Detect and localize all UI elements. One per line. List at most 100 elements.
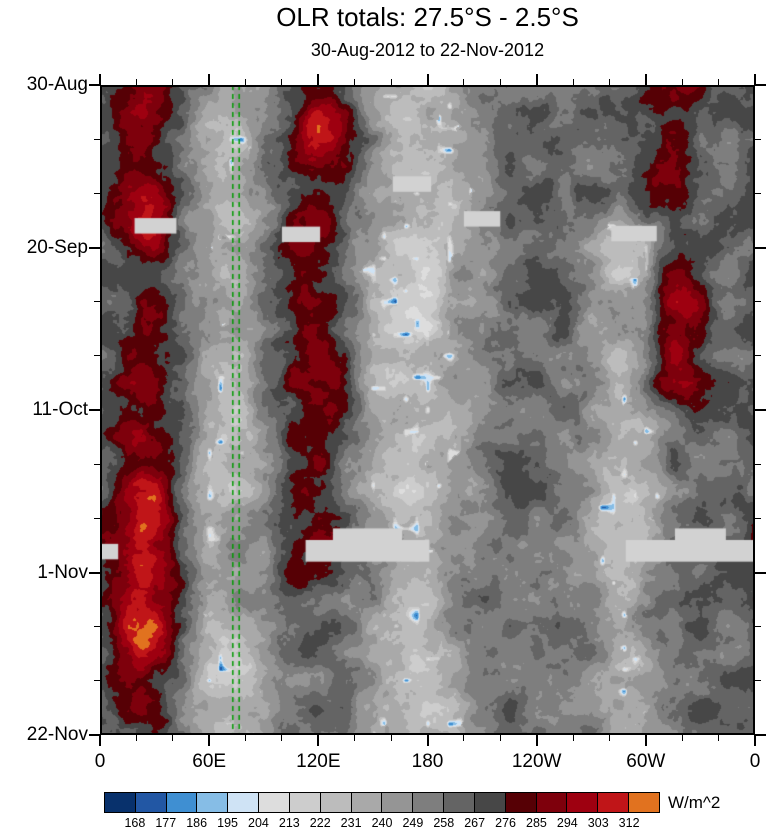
colorbar-tick-label: 213 (278, 816, 300, 830)
x-minor-tick (718, 735, 720, 741)
y-minor-tick (755, 355, 761, 357)
y-major-tick (755, 246, 766, 249)
y-minor-tick (755, 626, 761, 628)
colorbar-tick-label: 204 (248, 816, 269, 830)
x-minor-tick (463, 735, 465, 741)
x-minor-tick (499, 735, 501, 741)
colorbar-labels: 168 177 186 195 204 213 222 231 240 249 258 267 276 2… (104, 816, 660, 831)
x-major-tick (317, 735, 320, 746)
x-minor-tick (499, 79, 501, 85)
y-tick-label: 22-Nov (26, 724, 88, 745)
x-minor-tick (718, 79, 720, 85)
colorbar-cell (598, 793, 630, 812)
y-minor-tick (94, 463, 100, 465)
x-minor-tick (390, 79, 392, 85)
x-major-tick (99, 74, 101, 85)
y-major-tick (89, 571, 100, 574)
chart-subtitle: 30-Aug-2012 to 22-Nov-2012 (310, 40, 545, 60)
colorbar-tick-label: 177 (155, 816, 177, 830)
y-minor-tick (94, 626, 100, 628)
y-tick-label: 20-Sep (26, 236, 88, 258)
colorbar (104, 792, 660, 813)
olr-heatmap-canvas (100, 85, 755, 735)
colorbar-cell (351, 793, 383, 812)
x-tick-label: 0 (94, 751, 106, 772)
y-minor-tick (755, 463, 761, 465)
colorbar-tick-label: 267 (464, 816, 486, 830)
colorbar-cell (197, 793, 229, 812)
x-minor-tick (281, 79, 283, 85)
x-minor-tick (608, 735, 610, 741)
y-major-tick (89, 409, 100, 411)
chart-title: OLR totals: 27.5°S - 2.5°S (276, 2, 579, 32)
y-major-tick (755, 84, 766, 86)
y-major-tick (755, 734, 766, 736)
x-minor-tick (390, 735, 392, 741)
colorbar-tick-label: 258 (433, 816, 455, 830)
y-major-tick (89, 734, 100, 736)
y-minor-tick (755, 192, 761, 194)
x-tick-label: 120E (296, 751, 341, 772)
x-major-tick (754, 74, 756, 85)
colorbar-cell (135, 793, 167, 812)
colorbar-tick-label: 303 (587, 816, 609, 830)
colorbar-cell (536, 793, 568, 812)
x-minor-tick (245, 79, 247, 85)
y-tick-label: 1-Nov (37, 561, 88, 583)
colorbar-cell (289, 793, 321, 812)
y-major-tick (755, 571, 766, 574)
y-minor-tick (94, 680, 100, 682)
colorbar-cell (382, 793, 414, 812)
y-minor-tick (94, 138, 100, 140)
colorbar-cell (228, 793, 260, 812)
x-minor-tick (681, 79, 683, 85)
x-major-tick (208, 735, 211, 746)
colorbar-tick-label: 195 (217, 816, 238, 830)
colorbar-cell (629, 793, 659, 812)
x-major-tick (208, 74, 211, 85)
colorbar-cell (105, 793, 136, 812)
x-tick-label: 60E (192, 751, 227, 772)
x-minor-tick (281, 735, 283, 741)
x-minor-tick (245, 735, 247, 741)
colorbar-cell (413, 793, 445, 812)
y-minor-tick (94, 301, 100, 303)
x-minor-tick (354, 735, 356, 741)
colorbar-cell (444, 793, 475, 812)
y-minor-tick (94, 517, 100, 519)
colorbar-tick-label: 240 (371, 816, 393, 830)
x-major-tick (317, 74, 320, 85)
x-minor-tick (172, 79, 174, 85)
x-major-tick (426, 74, 429, 85)
y-tick-label: 11-Oct (32, 399, 88, 420)
x-major-tick (754, 735, 756, 746)
colorbar-tick-label: 294 (556, 816, 578, 830)
x-minor-tick (608, 79, 610, 85)
y-minor-tick (755, 138, 761, 140)
colorbar-cell (166, 793, 198, 812)
colorbar-cell (505, 793, 537, 812)
x-major-tick (644, 74, 647, 85)
x-major-tick (644, 735, 647, 746)
colorbar-tick-label: 222 (309, 816, 331, 830)
x-tick-label: 60W (626, 751, 666, 772)
colorbar-cell (567, 793, 599, 812)
colorbar-tick-label: 285 (526, 816, 547, 830)
x-tick-label: 180 (411, 751, 444, 772)
x-minor-tick (572, 79, 574, 85)
colorbar-tick-label: 168 (124, 816, 146, 830)
x-minor-tick (463, 79, 465, 85)
y-major-tick (89, 246, 100, 249)
y-minor-tick (94, 192, 100, 194)
x-minor-tick (572, 735, 574, 741)
colorbar-tick-label: 186 (186, 816, 208, 830)
x-tick-label: 0 (749, 751, 761, 772)
y-major-tick (89, 84, 100, 86)
x-tick-label: 120W (511, 751, 562, 772)
x-major-tick (426, 735, 429, 746)
x-minor-tick (172, 735, 174, 741)
x-major-tick (99, 735, 101, 746)
x-minor-tick (681, 735, 683, 741)
x-minor-tick (135, 735, 137, 741)
